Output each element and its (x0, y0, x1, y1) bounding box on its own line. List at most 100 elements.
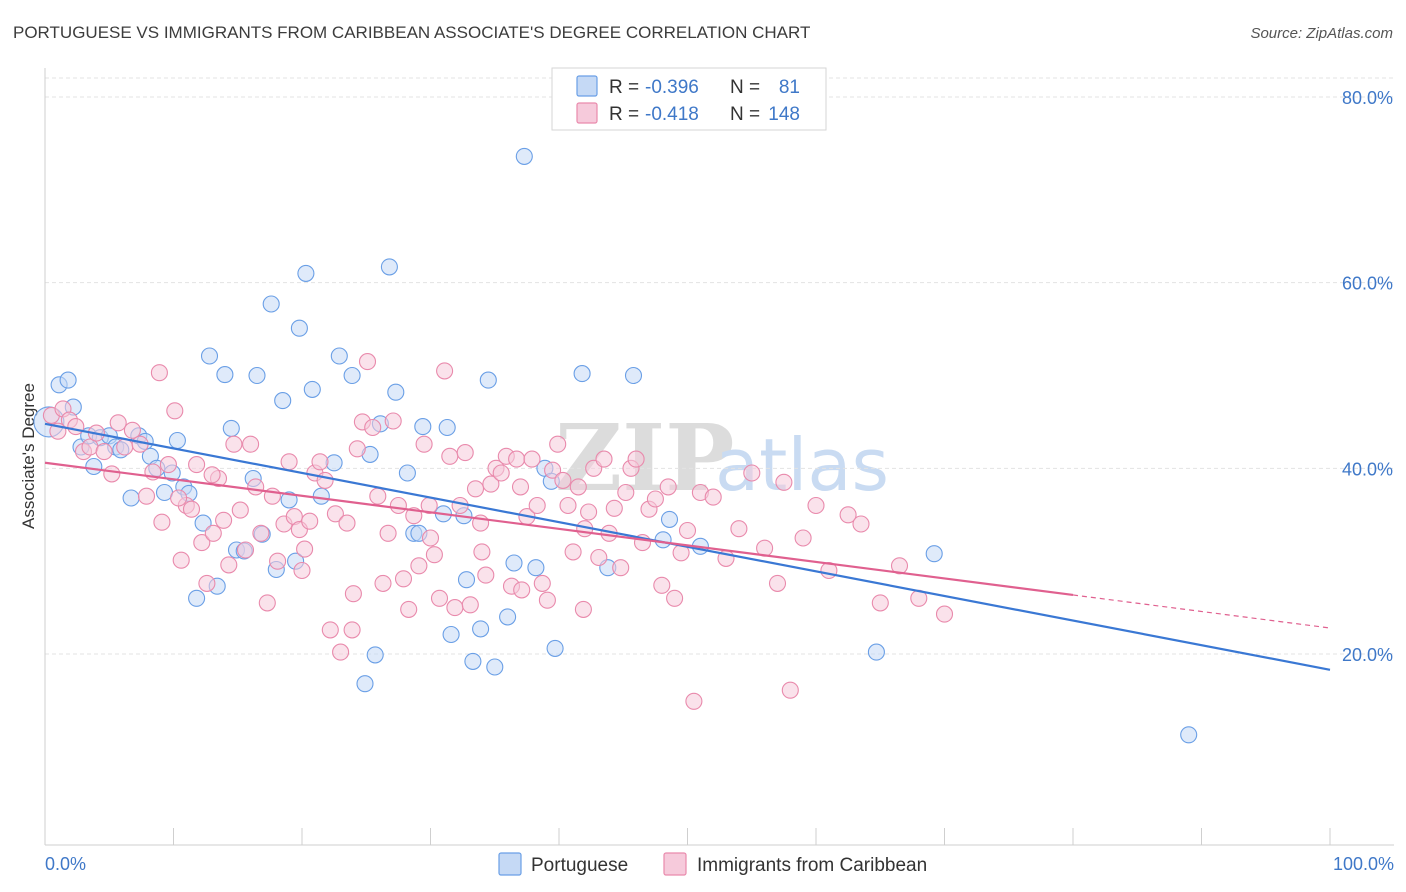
caribbean-point (67, 418, 85, 436)
portuguese-point (122, 489, 140, 507)
portuguese-point (188, 589, 206, 607)
trend-lines (44, 422, 1331, 671)
portuguese-point (867, 643, 885, 661)
legend-box (551, 67, 827, 131)
caribbean-point (338, 514, 356, 532)
caribbean-point (678, 521, 697, 540)
portuguese-point (168, 431, 186, 450)
caribbean-point (258, 594, 276, 612)
caribbean-point (574, 600, 592, 618)
caribbean-point (343, 621, 361, 639)
portuguese-point (343, 366, 361, 385)
caribbean-point (252, 524, 270, 542)
caribbean-point (150, 364, 168, 382)
caribbean-point (296, 540, 314, 558)
legend-r-value-2: -0.418 (645, 104, 699, 125)
caribbean-point (839, 506, 857, 524)
caribbean-point (627, 450, 645, 468)
caribbean-point (369, 487, 387, 505)
bottom-legend-swatch-portuguese (498, 852, 522, 876)
caribbean-point (430, 589, 449, 607)
caribbean-point (236, 541, 255, 559)
caribbean-point (225, 435, 243, 453)
y-tick-label-20: 20.0% (1342, 645, 1393, 665)
series-legend: Portuguese Immigrants from Caribbean (498, 852, 927, 876)
x-tick-label-right: 100.0% (1333, 854, 1394, 874)
caribbean-point (215, 511, 233, 529)
caribbean-point (410, 557, 428, 575)
correlation-legend: R = -0.396 N = 81 R = -0.418 N = 148 (551, 67, 827, 131)
caribbean-point (743, 464, 761, 482)
caribbean-point (775, 473, 793, 491)
caribbean-point (564, 543, 582, 561)
portuguese-trend-line (44, 422, 1331, 671)
caribbean-point (400, 600, 418, 618)
caribbean-point (425, 546, 443, 564)
y-axis-label: Associate's Degree (19, 383, 38, 529)
portuguese-point (387, 383, 405, 401)
portuguese-point (1180, 726, 1198, 744)
caribbean-point (781, 681, 799, 699)
caribbean-point (95, 443, 113, 461)
portuguese-point (464, 652, 482, 670)
caribbean-point (617, 483, 635, 502)
caribbean-point (666, 589, 684, 607)
caribbean-point (301, 512, 319, 530)
caribbean-point (123, 421, 141, 439)
portuguese-point (248, 366, 266, 385)
portuguese-point (312, 487, 330, 505)
caribbean-point (523, 450, 541, 468)
legend-n-value-2: 148 (768, 104, 800, 125)
portuguese-point (486, 658, 504, 676)
caribbean-point (605, 499, 623, 517)
caribbean-point (374, 574, 392, 592)
caribbean-point (807, 496, 825, 515)
caribbean-point (730, 520, 748, 538)
caribbean-point (109, 414, 127, 432)
portuguese-point (438, 418, 456, 437)
caribbean-point (364, 418, 382, 437)
caribbean-point (794, 529, 812, 547)
portuguese-point (262, 295, 280, 313)
portuguese-point (499, 608, 517, 626)
caribbean-point (685, 692, 703, 710)
portuguese-point (194, 514, 212, 532)
caribbean-point (549, 435, 567, 453)
caribbean-point (182, 500, 201, 518)
y-tick-label-40: 40.0% (1342, 459, 1393, 479)
caribbean-point (137, 487, 156, 505)
caribbean-point (293, 561, 311, 580)
portuguese-point (297, 264, 315, 282)
y-tick-label-80: 80.0% (1342, 88, 1393, 108)
caribbean-point (554, 471, 572, 489)
portuguese-point (660, 510, 679, 528)
legend-n-label-1: N = (730, 77, 760, 98)
portuguese-point (925, 545, 943, 563)
portuguese-point (200, 347, 219, 365)
caribbean-point (188, 456, 206, 474)
caribbean-point (461, 596, 479, 614)
caribbean-point (269, 552, 287, 570)
caribbean-point (421, 529, 440, 547)
portuguese-point (325, 454, 343, 472)
caribbean-point (451, 496, 469, 515)
portuguese-point (398, 464, 416, 482)
caribbean-point (890, 557, 909, 575)
caribbean-point (871, 594, 889, 612)
caribbean-point (384, 412, 402, 430)
caribbean-point (544, 461, 562, 479)
caribbean-point (569, 478, 587, 496)
portuguese-point (527, 559, 545, 577)
caribbean-point (456, 444, 474, 462)
caribbean-point (379, 524, 397, 542)
caribbean-point (590, 548, 608, 567)
caribbean-point (394, 570, 413, 588)
caribbean-point (466, 480, 485, 498)
caribbean-point (538, 591, 556, 609)
bottom-legend-swatch-caribbean (663, 852, 687, 876)
bottom-legend-label-caribbean: Immigrants from Caribbean (697, 855, 927, 876)
caribbean-point (477, 566, 495, 584)
portuguese-point (290, 319, 308, 337)
legend-n-value-1: 81 (779, 77, 800, 98)
legend-swatch-caribbean (576, 102, 598, 124)
